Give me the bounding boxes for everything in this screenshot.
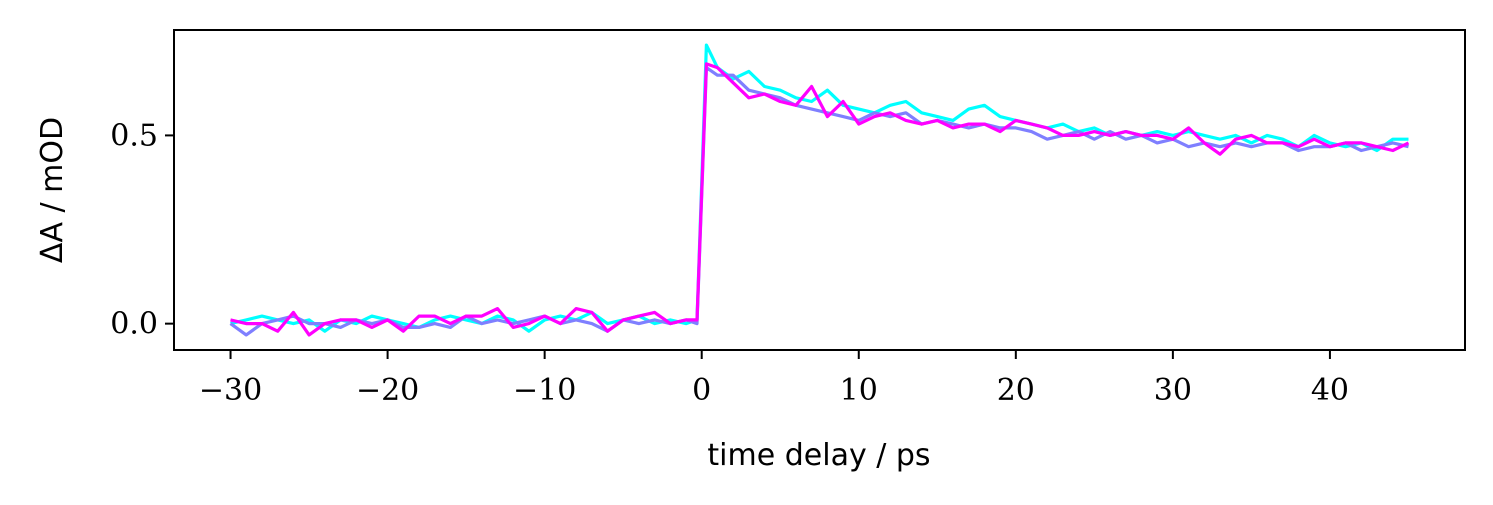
plot-series-group [229, 43, 1410, 337]
series-line-1 [230, 43, 1409, 333]
x-tick-label: −20 [356, 373, 419, 408]
x-tick-label: 30 [1154, 373, 1192, 408]
x-tick-label: −30 [199, 373, 262, 408]
x-tick-label: −10 [513, 373, 576, 408]
axes-frame [173, 29, 1466, 351]
x-tick-label: 40 [1311, 373, 1349, 408]
x-tick-label: 20 [997, 373, 1035, 408]
x-tick-label: 0 [692, 373, 711, 408]
x-axis-label: time delay / ps [707, 438, 930, 473]
y-axis: 0.0 0.5 [110, 118, 174, 342]
y-tick-label: 0.5 [110, 118, 158, 153]
series-line-3 [230, 62, 1410, 337]
x-tick-label: 10 [840, 373, 878, 408]
y-tick-label: 0.0 [110, 307, 158, 342]
series-line-2 [229, 65, 1409, 337]
x-axis: −30 −20 −10 0 10 20 30 40 [199, 350, 1349, 408]
y-axis-label: ΔA / mOD [35, 117, 70, 263]
